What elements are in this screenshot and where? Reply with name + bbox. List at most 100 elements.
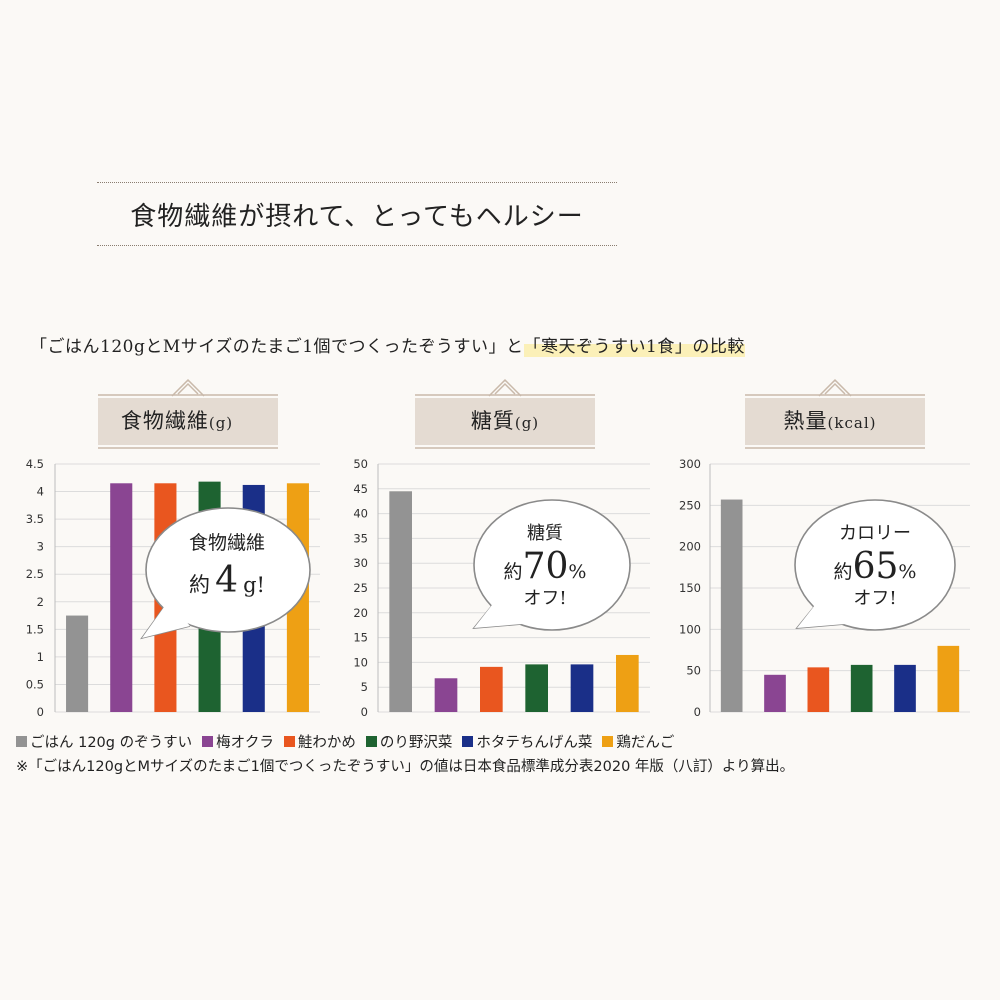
fiber-callout-line2: 約 4 g! [152,559,302,602]
legend-label: のり野沢菜 [379,735,453,751]
calories-bubble-tail-mask [797,596,845,628]
carbs-bubble-body [473,499,631,631]
carbs-tick-label: 45 [353,482,368,496]
carbs-tick-label: 15 [353,631,368,645]
headline-block: 食物繊維が摂れて、とってもヘルシー [97,182,617,246]
calories-bar-1 [720,499,743,712]
calories-tick-label: 0 [694,705,701,719]
footnote: ※「ごはん120gとMサイズのたまご1個でつくったぞうすい」の値は日本食品標準成… [16,759,795,775]
fiber-tick-label: 4 [37,485,44,499]
calories-chart-svg: 300 250 200 150 100 50 0 [679,378,970,719]
carbs-callout: 糖質 約70% オフ! [475,523,615,609]
carbs-chart-title-text: 糖質 [470,409,515,433]
calories-chart-unit: (kcal) [827,414,877,432]
carbs-callout-line2: 約70% [475,545,615,588]
calories-bar-3 [807,667,830,712]
calories-bar-5 [894,664,916,712]
calories-banner-knot-icon [818,378,852,397]
carbs-callout-big: 70 [522,545,569,587]
headline: 食物繊維が摂れて、とってもヘルシー [130,202,584,232]
fiber-tick-label: 4.5 [26,457,44,471]
calories-tick-label: 200 [679,540,701,554]
carbs-tick-label: 5 [361,680,368,694]
fiber-chart: 4.5 4 3.5 3 2.5 2 1.5 1 0.5 0 食物繊維(g) 食物繊維 約 4 g! [0,378,330,720]
fiber-callout: 食物繊維 約 4 g! [152,532,302,602]
carbs-speech-bubble [472,499,631,631]
calories-chart-title: 熱量(kcal) [665,405,995,435]
legend-item: ごはん 120g のぞうすい [16,731,192,752]
carbs-callout-line1: 糖質 [527,523,563,544]
comparison-caption: 「ごはん120gとMサイズのたまご1個でつくったぞうすい」と「寒天ぞうすい1食」… [30,332,745,357]
fiber-banner-knot-icon [171,378,205,397]
chart-legend: ごはん 120g のぞうすい 梅オクラ 鮭わかめ のり野沢菜 ホタテちんげん菜 鶏だんご [16,731,684,752]
carbs-bar-5 [570,664,594,712]
fiber-chart-unit: (g) [208,414,234,432]
calories-title-banner [745,378,925,449]
legend-swatch [16,736,27,747]
legend-swatch [462,736,474,747]
calories-chart: 300 250 200 150 100 50 0 熱量(kcal) カロリー 約65% オフ… [670,378,1000,720]
carbs-chart-unit: (g) [514,414,540,432]
carbs-callout-suffix: % [568,560,587,583]
carbs-callout-prefix: 約 [503,560,523,583]
calories-callout-big: 65 [852,545,899,587]
legend-item: 鶏だんご [602,731,674,752]
legend-label: 鶏だんご [616,735,675,751]
calories-callout-line3: オフ! [853,587,897,609]
fiber-banner-band [98,398,278,445]
comparison-caption-highlight: 「寒天ぞうすい1食」の比較 [523,337,745,357]
calories-callout-suffix: % [898,560,917,583]
calories-bar-6 [937,645,960,712]
fiber-tick-label: 0 [37,705,44,719]
calories-tick-label: 100 [679,622,701,636]
fiber-callout-suffix: g! [243,572,265,597]
carbs-banner-knot-icon [488,378,522,397]
calories-bar-2 [764,674,786,712]
carbs-bar-2 [434,678,458,712]
legend-label: 鮭わかめ [297,735,356,751]
legend-item: 鮭わかめ [283,731,356,752]
carbs-tick-label: 0 [361,705,368,719]
legend-swatch [602,736,614,747]
dotted-divider-top [97,182,617,183]
fiber-callout-prefix: 約 [189,572,210,597]
fiber-callout-big: 4 [215,559,238,601]
carbs-bar-6 [616,654,639,712]
carbs-bubble-tail-mask [474,596,522,628]
fiber-callout-line1: 食物繊維 [188,532,265,554]
fiber-bar-1 [66,615,89,712]
calories-banner-band [745,398,925,445]
carbs-bar-1 [389,491,412,712]
comparison-caption-part1: 「ごはん120gとMサイズのたまご1個でつくったぞうすい」と [30,337,524,357]
legend-swatch [283,736,295,747]
fiber-tick-label: 2 [37,595,44,609]
fiber-bubble-tail-mask [142,600,190,638]
fiber-bar-2 [110,483,133,712]
fiber-chart-svg: 4.5 4 3.5 3 2.5 2 1.5 1 0.5 0 [26,378,320,719]
calories-tick-label: 300 [679,457,701,471]
carbs-tick-label: 50 [353,457,368,471]
fiber-tick-label: 3.5 [26,512,44,526]
calories-tick-label: 150 [679,581,701,595]
fiber-chart-title-text: 食物繊維 [120,409,209,433]
legend-item: のり野沢菜 [365,731,453,752]
carbs-banner-band [415,398,595,445]
fiber-tick-label: 0.5 [26,677,44,691]
calories-bubble-body [794,499,956,631]
legend-label: 梅オクラ [216,735,274,751]
dotted-divider-bottom [97,245,617,246]
carbs-tick-label: 40 [353,507,368,521]
fiber-speech-bubble [140,507,311,640]
fiber-tick-label: 1.5 [26,622,44,636]
carbs-bar-3 [480,666,503,712]
legend-swatch [365,736,377,747]
legend-item: 梅オクラ [202,731,274,752]
legend-label: ホタテちんげん菜 [476,735,593,751]
calories-callout-line1: カロリー [839,523,911,544]
carbs-title-banner [415,378,595,449]
calories-tick-label: 50 [686,664,701,678]
fiber-tick-label: 1 [37,650,44,664]
carbs-chart-title: 糖質(g) [340,405,670,435]
calories-speech-bubble [794,499,956,631]
